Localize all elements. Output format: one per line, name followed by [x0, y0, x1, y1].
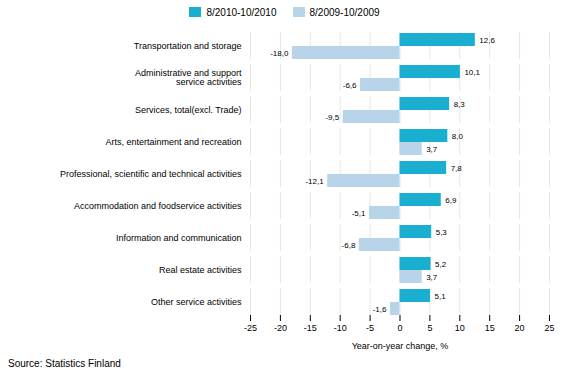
svg-text:-15: -15	[304, 323, 317, 333]
html-text:8/2010-10/2010: 8/2010-10/2010	[206, 6, 277, 18]
svg-text:5,1: 5,1	[434, 292, 446, 301]
svg-text:Administrative and supportserv: Administrative and supportservice activi…	[135, 68, 242, 87]
svg-text:-25: -25	[244, 323, 257, 333]
svg-text:7,8: 7,8	[451, 164, 463, 173]
svg-text:20: 20	[515, 323, 525, 333]
svg-text:-6,6: -6,6	[343, 81, 357, 90]
svg-text:3,7: 3,7	[426, 145, 438, 154]
svg-text:-6,8: -6,8	[342, 241, 356, 250]
svg-text:10: 10	[455, 323, 465, 333]
svg-text:-5,1: -5,1	[352, 209, 366, 218]
svg-text:12,6: 12,6	[479, 36, 495, 45]
svg-text:Services, total(excl. Trade): Services, total(excl. Trade)	[135, 105, 242, 115]
svg-text:-5: -5	[366, 323, 374, 333]
svg-text:25: 25	[544, 323, 554, 333]
svg-text:0: 0	[397, 323, 402, 333]
svg-text:-10: -10	[334, 323, 347, 333]
svg-text:8,3: 8,3	[454, 100, 466, 109]
svg-text:-20: -20	[274, 323, 287, 333]
svg-text:5,2: 5,2	[435, 260, 447, 269]
svg-text:10,1: 10,1	[464, 68, 480, 77]
svg-text:Professional, scientific and t: Professional, scientific and technical a…	[60, 169, 242, 179]
html-text:Source: Statistics Finland: Source: Statistics Finland	[8, 358, 121, 369]
svg-text:6,9: 6,9	[445, 196, 457, 205]
svg-text:-12,1: -12,1	[305, 177, 324, 186]
svg-text:Information and communication: Information and communication	[116, 233, 242, 243]
svg-text:15: 15	[485, 323, 495, 333]
svg-text:Year-on-year change, %: Year-on-year change, %	[352, 341, 449, 351]
svg-text:-9,5: -9,5	[325, 113, 339, 122]
svg-text:8,0: 8,0	[452, 132, 464, 141]
svg-text:-18,0: -18,0	[270, 49, 289, 58]
svg-text:Transportation and storage: Transportation and storage	[134, 41, 242, 51]
svg-text:-1,6: -1,6	[373, 305, 387, 314]
svg-text:Accommodation and foodservice: Accommodation and foodservice activities	[74, 201, 242, 211]
svg-text:3,7: 3,7	[426, 273, 438, 282]
svg-text:Other service activities: Other service activities	[151, 297, 242, 307]
svg-text:5,3: 5,3	[436, 228, 448, 237]
svg-text:5: 5	[427, 323, 432, 333]
svg-text:Real estate activities: Real estate activities	[159, 265, 242, 275]
html-text:8/2009-10/2009: 8/2009-10/2009	[309, 6, 380, 18]
svg-text:Arts, entertainment and recrea: Arts, entertainment and recreation	[105, 137, 241, 147]
